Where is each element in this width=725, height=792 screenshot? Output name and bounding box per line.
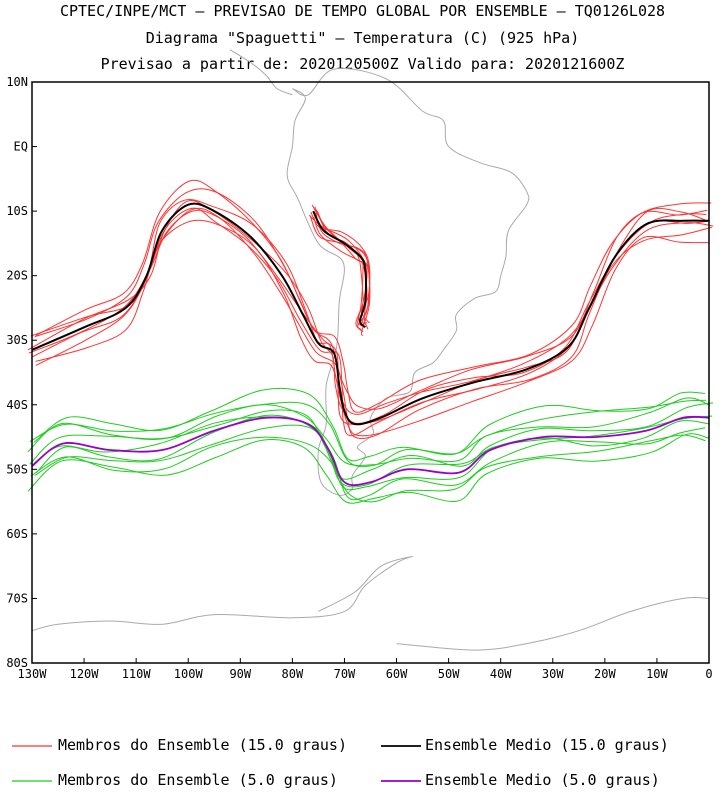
member-15-andes-isotherm (311, 204, 368, 326)
antarctica-coast (31, 555, 414, 632)
mean-5-isotherm (31, 415, 710, 487)
land-outline (31, 49, 710, 651)
south-america-coast (286, 67, 530, 496)
lon-tick-label: 130W (18, 667, 48, 681)
lat-tick-label: 80S (6, 656, 28, 670)
latitude-axis: 10N EQ 10S 20S 30S 40S 50S 60S 70S 80S (6, 75, 37, 670)
member-15-isotherm (35, 219, 709, 437)
member-15-isotherm (34, 188, 708, 410)
legend-label-members-5: Membros do Ensemble (5.0 graus) (58, 771, 338, 789)
longitude-axis: 130W 120W 110W 100W 90W 80W 70W 60W 50W 40W 30W 20W… (18, 658, 713, 681)
member-5-isotherm (29, 402, 714, 480)
lon-tick-label: 30W (542, 667, 564, 681)
member-5-isotherm (27, 433, 710, 504)
member-5-isotherm (33, 415, 713, 488)
title-line-1: CPTEC/INPE/MCT – PREVISAO DE TEMPO GLOBA… (59, 2, 666, 20)
ensemble-mean-5-isotherm (31, 415, 710, 487)
mean-15-andes-isotherm (312, 210, 367, 329)
lon-tick-label: 90W (229, 667, 251, 681)
legend-label-mean-15: Ensemble Medio (15.0 graus) (425, 736, 669, 754)
member-15-andes-isotherm (314, 206, 371, 324)
lat-tick-label: 50S (6, 462, 28, 476)
member-5-isotherm (27, 397, 711, 466)
member-5-isotherm (35, 414, 709, 491)
lon-tick-label: 0 (705, 667, 712, 681)
lon-tick-label: 120W (70, 667, 100, 681)
member-15-isotherm (32, 207, 714, 437)
lon-tick-label: 50W (438, 667, 460, 681)
lon-tick-label: 60W (386, 667, 408, 681)
ensemble-members-15-isotherms (27, 179, 714, 439)
member-15-isotherm (27, 199, 707, 424)
member-15-isotherm (28, 209, 711, 425)
lon-tick-label: 110W (122, 667, 152, 681)
lat-tick-label: 60S (6, 527, 28, 541)
member-15-isotherm (35, 207, 713, 439)
member-5-isotherm (33, 387, 705, 462)
lat-tick-label: 20S (6, 269, 28, 283)
lat-tick-label: 30S (6, 333, 28, 347)
lon-tick-label: 80W (282, 667, 304, 681)
lat-tick-label: 10S (6, 204, 28, 218)
lon-tick-label: 10W (646, 667, 668, 681)
ensemble-members-5-isotherms (27, 387, 714, 504)
lon-tick-label: 20W (594, 667, 616, 681)
mean-15-isotherm (31, 202, 710, 426)
member-5-isotherm (34, 424, 706, 501)
lon-tick-label: 40W (490, 667, 512, 681)
lat-tick-label: EQ (14, 140, 28, 154)
central-america-coast (229, 49, 293, 96)
member-15-isotherm (35, 179, 712, 413)
map-frame (31, 81, 710, 664)
legend-label-mean-5: Ensemble Medio (5.0 graus) (425, 771, 660, 789)
lon-tick-label: 100W (174, 667, 204, 681)
antarctica-east-coast (396, 596, 710, 651)
ensemble-mean-15-isotherm (31, 202, 710, 426)
lat-tick-label: 40S (6, 398, 28, 412)
legend-label-members-15: Membros do Ensemble (15.0 graus) (58, 736, 347, 754)
lat-tick-label: 70S (6, 591, 28, 605)
title-line-3: Previsao a partir de: 2020120500Z Valido… (100, 55, 625, 73)
member-5-isotherm (30, 434, 706, 503)
lon-tick-label: 70W (334, 667, 356, 681)
lat-tick-label: 10N (6, 75, 28, 89)
title-line-2: Diagrama "Spaguetti" – Temperatura (C) (… (145, 29, 580, 47)
